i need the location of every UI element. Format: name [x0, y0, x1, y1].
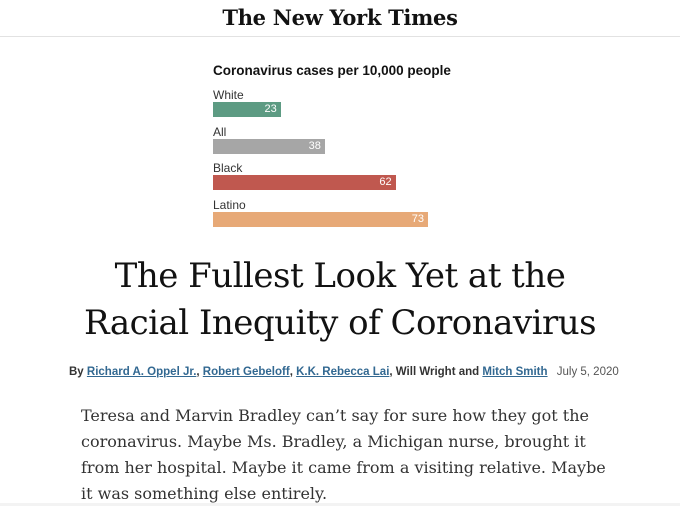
byline-authors: Richard A. Oppel Jr., Robert Gebeloff, K… [87, 366, 548, 378]
article-body: Teresa and Marvin Bradley can’t say for … [81, 406, 606, 503]
bar-latino: 73 [213, 211, 428, 227]
bar-white: 23 [213, 102, 281, 117]
author-k-k-rebecca-lai[interactable]: K.K. Rebecca Lai [296, 366, 390, 378]
author-richard-a-oppel-jr[interactable]: Richard A. Oppel Jr. [86, 366, 197, 378]
bar-chart: Coronavirus cases per 10,000 people Whit… [213, 62, 513, 227]
author-separator: and [455, 366, 483, 378]
masthead: The New York Times [0, 0, 680, 37]
bar-value-label: 23 [264, 103, 277, 115]
bar-value-label: 73 [411, 212, 424, 225]
headline-line-2: Racial Inequity of Coronavirus [83, 303, 597, 343]
bar-label: All [213, 124, 227, 139]
byline-prefix: By [69, 366, 84, 378]
chart-title: Coronavirus cases per 10,000 people [213, 63, 451, 78]
bar-label: Black [213, 161, 243, 175]
headline-line-1: The Fullest Look Yet at the [114, 256, 566, 296]
bar-group-white: White 23 [213, 88, 513, 117]
author-will-wright: Will Wright [395, 366, 456, 378]
bar-value-label: 62 [379, 176, 392, 188]
bottom-edge [0, 503, 680, 506]
bar-group-all: All 38 [213, 125, 513, 154]
nyt-logo[interactable]: The New York Times [222, 5, 458, 30]
author-mitch-smith[interactable]: Mitch Smith [482, 366, 548, 378]
byline: By Richard A. Oppel Jr., Robert Gebeloff… [69, 366, 669, 378]
author-robert-gebeloff[interactable]: Robert Gebeloff [202, 366, 290, 378]
publish-date: July 5, 2020 [556, 366, 619, 378]
bar-label: Latino [213, 197, 246, 212]
bar-all: 38 [213, 138, 325, 154]
bar-label: White [213, 88, 244, 102]
author-separator: , [389, 366, 396, 378]
bar-black: 62 [213, 175, 396, 190]
bar-group-latino: Latino 73 [213, 198, 513, 227]
author-separator: , [196, 366, 203, 378]
bar-value-label: 38 [308, 139, 321, 152]
bar-group-black: Black 62 [213, 161, 513, 190]
article-headline: The Fullest Look Yet at the Racial Inequ… [0, 253, 680, 347]
author-separator: , [289, 366, 297, 378]
